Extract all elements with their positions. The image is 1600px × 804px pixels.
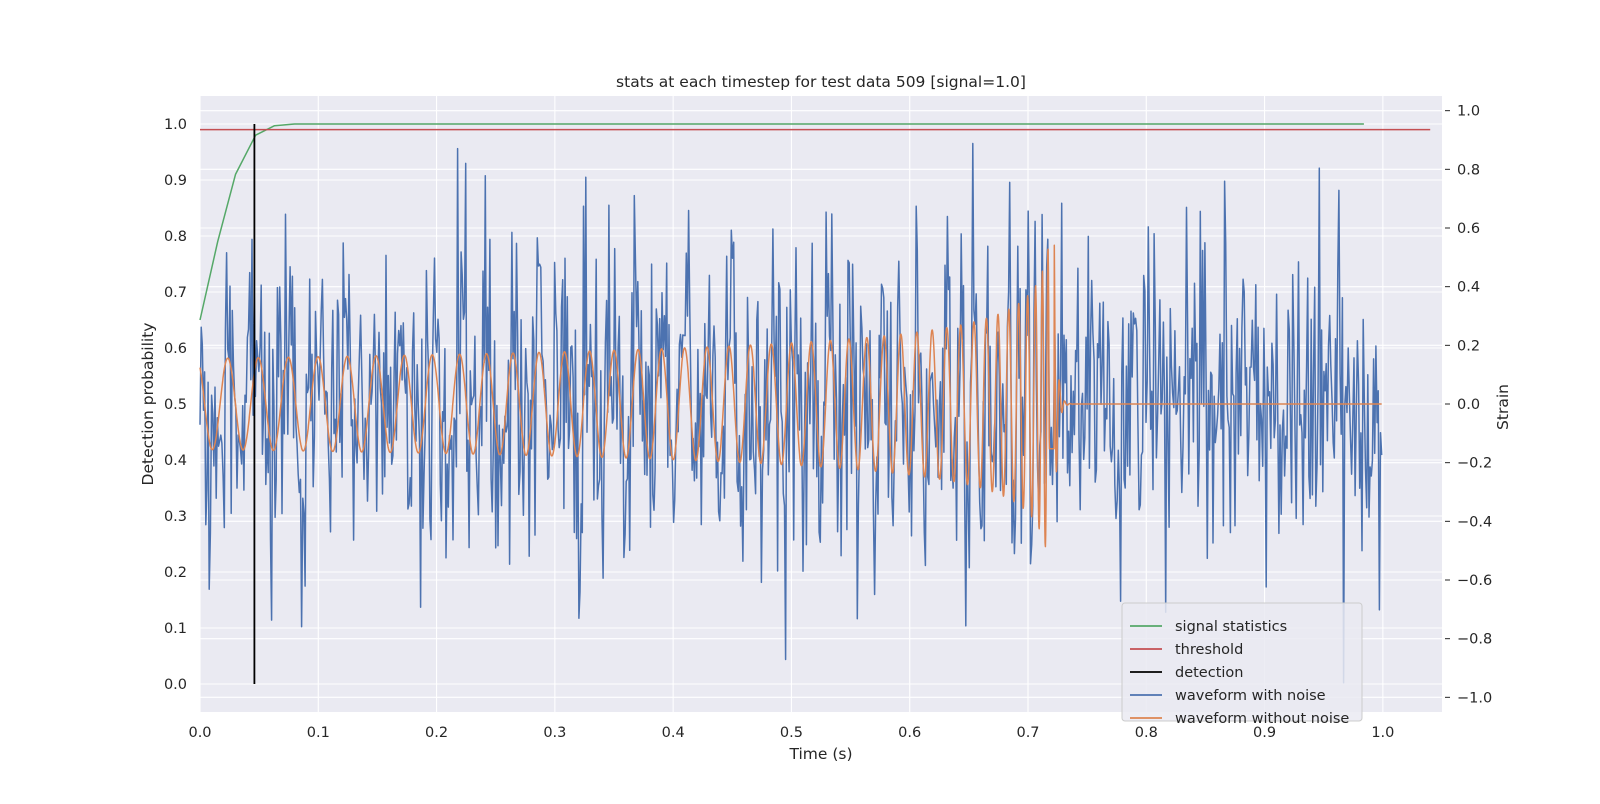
x-tick-label: 0.7 <box>1016 725 1039 741</box>
y-left-tick-label: 0.4 <box>164 453 187 469</box>
y-left-tick-label: 0.1 <box>164 621 187 637</box>
y-left-tick-label: 0.3 <box>164 509 187 525</box>
y-right-tick-label: −0.8 <box>1457 632 1492 648</box>
ticks-layer: 0.0 0.1 0.2 0.3 0.4 0.5 0.6 0.7 0.8 0.9 1.0 0.0 0.1 0… <box>164 104 1492 741</box>
x-tick-label: 0.5 <box>780 725 803 741</box>
legend-label-waveform-without-noise: waveform without noise <box>1175 711 1349 727</box>
y-right-tick-label: 0.2 <box>1457 338 1480 354</box>
y-left-tick-label: 0.5 <box>164 397 187 413</box>
x-tick-label: 0.2 <box>425 725 448 741</box>
legend-label-threshold: threshold <box>1175 642 1243 658</box>
y-right-tick-label: 0.8 <box>1457 162 1480 178</box>
legend: signal statistics threshold detection wavef… <box>1121 602 1363 727</box>
y-left-tick-label: 0.7 <box>164 285 187 301</box>
y-left-tick-label: 0.0 <box>164 677 187 693</box>
y-left-tick-label: 0.2 <box>164 565 187 581</box>
x-tick-label: 0.9 <box>1253 725 1276 741</box>
x-tick-label: 0.3 <box>543 725 566 741</box>
legend-box <box>1121 602 1363 722</box>
y-right-tick-label: −0.4 <box>1457 514 1492 530</box>
legend-label-waveform-with-noise: waveform with noise <box>1175 688 1326 704</box>
y-left-tick-label: 0.9 <box>164 173 187 189</box>
y-right-tick-label: −0.2 <box>1457 456 1492 472</box>
x-tick-label: 0.1 <box>307 725 330 741</box>
y-right-tick-label: −0.6 <box>1457 573 1492 589</box>
y-axis-right-label: Strain <box>1494 384 1512 430</box>
x-axis-label: Time (s) <box>788 745 852 763</box>
x-tick-label: 1.0 <box>1371 725 1394 741</box>
x-tick-label: 0.6 <box>898 725 921 741</box>
y-left-tick-label: 0.8 <box>164 229 187 245</box>
y-axis-left-label: Detection probability <box>139 323 157 486</box>
x-tick-label: 0.8 <box>1135 725 1158 741</box>
series-layer <box>199 123 1431 684</box>
y-left-tick-label: 1.0 <box>164 117 187 133</box>
waveform-with-noise-line <box>199 142 1383 684</box>
y-right-tick-label: 0.4 <box>1457 280 1480 296</box>
y-right-tick-label: −1.0 <box>1457 690 1492 706</box>
waveform-without-noise-line <box>199 244 1383 548</box>
x-tick-label: 0.0 <box>188 725 211 741</box>
y-right-tick-label: 0.6 <box>1457 221 1480 237</box>
legend-label-detection: detection <box>1175 665 1243 681</box>
y-left-tick-label: 0.6 <box>164 341 187 357</box>
x-tick-label: 0.4 <box>662 725 685 741</box>
y-right-tick-label: 1.0 <box>1457 104 1480 120</box>
legend-label-signal-statistics: signal statistics <box>1175 619 1287 635</box>
chart-title: stats at each timestep for test data 509… <box>616 73 1026 91</box>
y-right-tick-label: 0.0 <box>1457 397 1480 413</box>
signal-statistics-line <box>199 123 1364 321</box>
